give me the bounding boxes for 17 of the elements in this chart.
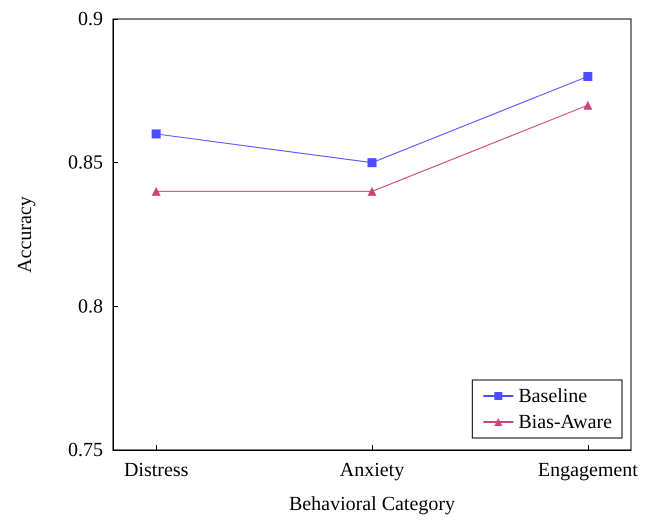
- point: [583, 100, 592, 110]
- point: [368, 186, 376, 196]
- x-tick-label: Anxiety: [340, 459, 404, 481]
- legend-label: Bias-Aware: [518, 411, 612, 433]
- y-tick-label: 0.9: [78, 8, 103, 30]
- y-tick-label: 0.85: [68, 152, 103, 174]
- x-tick-label: Engagement: [538, 459, 638, 481]
- x-axis-title: Behavioral Category: [288, 493, 456, 515]
- point: [152, 186, 161, 196]
- y-axis-title: Accuracy: [14, 196, 36, 273]
- legend-label: Baseline: [518, 385, 588, 407]
- y-tick-label: 0.75: [68, 439, 103, 461]
- y-tick-label: 0.8: [78, 295, 103, 318]
- x-tick-label: Distress: [124, 459, 189, 481]
- point: [583, 72, 592, 81]
- point: [368, 158, 376, 168]
- point: [152, 129, 161, 138]
